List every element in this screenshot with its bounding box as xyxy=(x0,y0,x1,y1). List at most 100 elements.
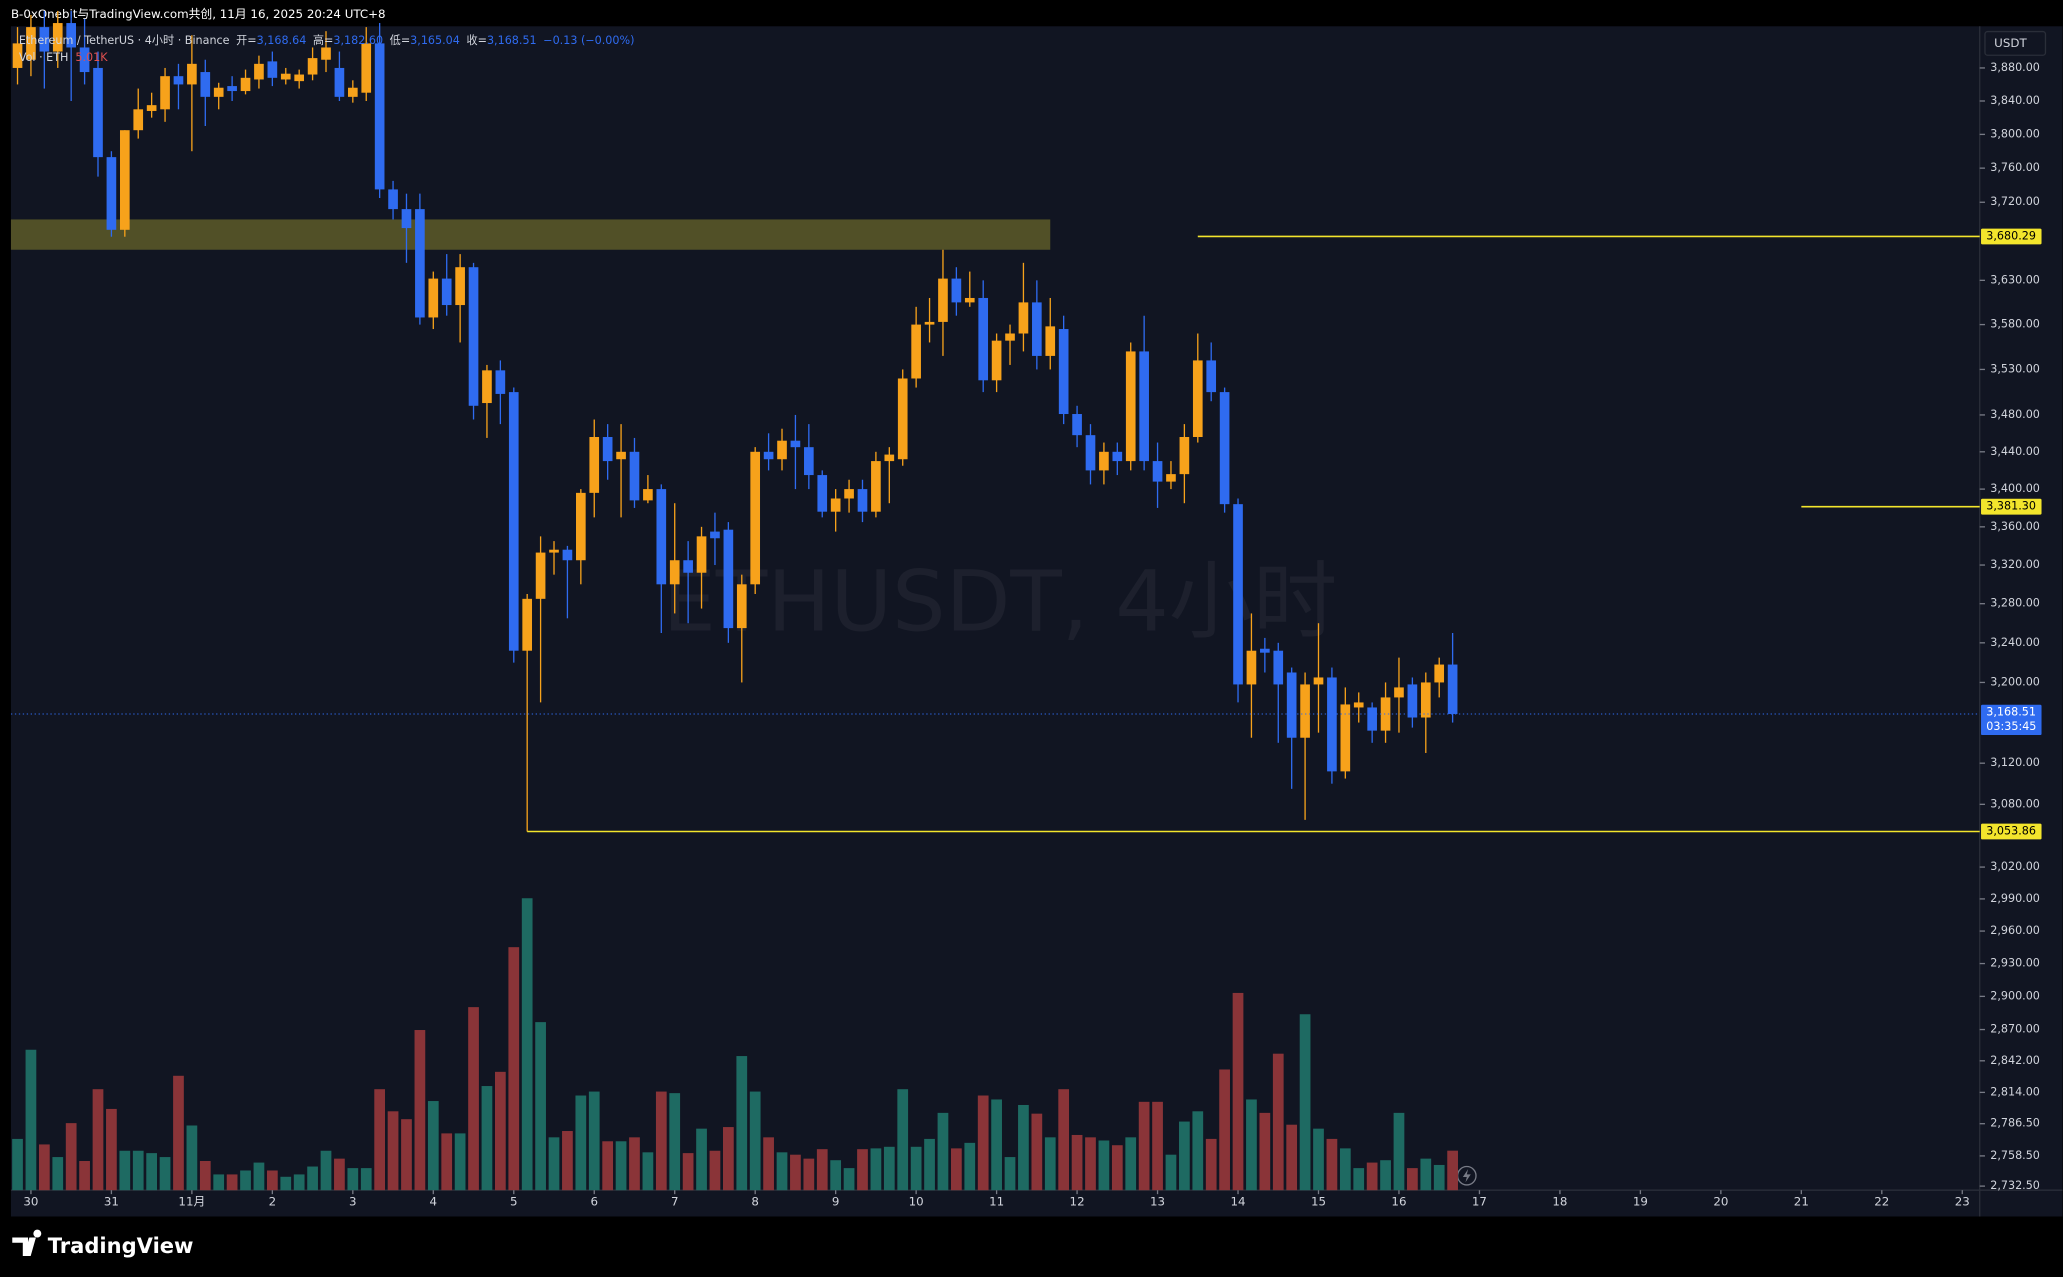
volume-bar xyxy=(508,947,520,1191)
candle-body xyxy=(294,74,305,82)
candle-body xyxy=(857,489,868,512)
volume-bar xyxy=(199,1161,211,1191)
volume-bar xyxy=(1152,1101,1163,1191)
price-axis xyxy=(1979,26,2063,1191)
volume-bar xyxy=(937,1112,949,1191)
volume-bar xyxy=(1004,1157,1016,1191)
legend-field-label: 开= xyxy=(236,34,257,47)
candle-body xyxy=(1286,672,1297,738)
volume-bar xyxy=(897,1089,909,1191)
volume-bar xyxy=(1393,1112,1405,1191)
candle-body xyxy=(133,109,144,131)
candle-body xyxy=(482,370,492,404)
candle-body xyxy=(1032,302,1042,356)
candle-body xyxy=(871,461,881,512)
volume-bar xyxy=(655,1091,667,1191)
volume-bar xyxy=(146,1153,158,1191)
volume-bar xyxy=(1219,1069,1230,1191)
y-tick-label: 3,760.00 xyxy=(1990,161,2040,174)
candle-body xyxy=(347,87,358,97)
header-title: B-0xOnebit与TradingView.com共创, 11月 16, 20… xyxy=(11,7,386,21)
volume-bar xyxy=(253,1162,265,1191)
x-tick-label: 17 xyxy=(1472,1195,1487,1209)
level-label-box xyxy=(1981,228,2042,245)
candle-body xyxy=(669,560,680,585)
candle-body xyxy=(1045,326,1056,356)
candle-body xyxy=(1125,351,1136,462)
volume-bar xyxy=(763,1137,774,1191)
candle-body xyxy=(1219,392,1230,505)
volume-bar xyxy=(575,1095,587,1191)
legend-field-label: 低= xyxy=(390,34,411,47)
candle-body xyxy=(589,437,600,493)
volume-legend-label: Vol · ETH xyxy=(19,51,69,64)
candle-body xyxy=(374,43,385,190)
volume-bar xyxy=(1058,1089,1070,1191)
candle-body xyxy=(187,63,197,85)
last-price-label: 3,168.51 xyxy=(1986,706,2036,719)
volume-bar xyxy=(723,1127,734,1191)
candle-body xyxy=(1273,650,1284,685)
candle-body xyxy=(307,58,318,75)
volume-bar xyxy=(1111,1145,1123,1191)
volume-bar xyxy=(1031,1113,1043,1191)
volume-bar xyxy=(642,1152,654,1191)
volume-bar xyxy=(79,1161,90,1191)
candle-body xyxy=(978,297,989,381)
volume-bar xyxy=(481,1086,493,1191)
candle-body xyxy=(388,189,398,210)
candle-body xyxy=(817,475,828,512)
y-tick-label: 3,240.00 xyxy=(1990,636,2040,649)
volume-bar xyxy=(843,1168,855,1191)
volume-bar xyxy=(1407,1168,1418,1191)
volume-bar xyxy=(1272,1053,1284,1191)
volume-bar xyxy=(213,1174,225,1191)
volume-bar xyxy=(1085,1137,1096,1191)
legend-change: −0.13 (−0.00%) xyxy=(543,34,634,47)
candle-body xyxy=(280,73,291,80)
x-tick-label: 30 xyxy=(23,1195,38,1209)
candle-body xyxy=(723,529,734,629)
last-price-box xyxy=(1981,704,2042,736)
volume-bar xyxy=(119,1150,131,1191)
candle-body xyxy=(254,63,264,80)
volume-bar xyxy=(548,1137,560,1191)
candle-body xyxy=(1179,437,1190,475)
unit-box[interactable] xyxy=(1984,30,2047,56)
volume-bar xyxy=(12,1138,23,1191)
y-tick-label: 2,990.00 xyxy=(1990,892,2040,905)
volume-bar xyxy=(776,1152,788,1191)
candle-body xyxy=(656,489,667,585)
volume-bar xyxy=(1286,1124,1298,1191)
y-tick-label: 2,900.00 xyxy=(1990,989,2040,1002)
y-tick-label: 3,020.00 xyxy=(1990,860,2040,873)
volume-bar xyxy=(535,1022,546,1191)
candle-body xyxy=(924,321,935,325)
candle-body xyxy=(602,437,613,462)
x-tick-label: 5 xyxy=(510,1195,518,1209)
y-tick-label: 2,960.00 xyxy=(1990,924,2040,937)
level-label-box xyxy=(1981,498,2042,515)
y-tick-label: 3,800.00 xyxy=(1990,127,2040,140)
candle-body xyxy=(1085,435,1096,471)
volume-bar xyxy=(1125,1137,1137,1191)
candle-body xyxy=(643,489,653,501)
volume-bar xyxy=(588,1091,600,1191)
candle-body xyxy=(173,76,184,85)
volume-bar xyxy=(1018,1104,1029,1191)
volume-bar xyxy=(696,1128,707,1191)
volume-bar xyxy=(240,1170,251,1191)
x-tick-label: 13 xyxy=(1150,1195,1165,1209)
x-tick-label: 11 xyxy=(989,1195,1004,1209)
candle-body xyxy=(1327,677,1337,772)
x-tick-label: 31 xyxy=(104,1195,119,1209)
candle-body xyxy=(1112,451,1123,462)
candle-body xyxy=(119,130,130,230)
x-tick-label: 18 xyxy=(1552,1195,1567,1209)
x-tick-label: 11月 xyxy=(178,1195,205,1209)
volume-bar xyxy=(441,1133,453,1191)
candle-body xyxy=(1394,687,1404,698)
volume-bar xyxy=(427,1101,439,1191)
volume-bar xyxy=(360,1168,372,1191)
volume-bar xyxy=(1179,1121,1190,1191)
